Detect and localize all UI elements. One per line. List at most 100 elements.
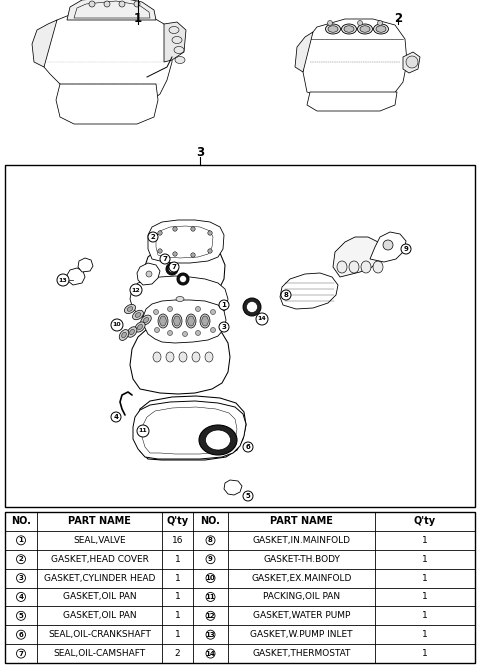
Ellipse shape: [153, 352, 161, 362]
Circle shape: [206, 555, 215, 564]
Text: Q'ty: Q'ty: [414, 516, 436, 526]
Circle shape: [16, 649, 25, 658]
Circle shape: [168, 331, 172, 336]
Polygon shape: [136, 396, 246, 460]
Circle shape: [130, 284, 142, 296]
Text: 12: 12: [206, 613, 216, 619]
Text: 2: 2: [394, 13, 402, 25]
Circle shape: [134, 1, 140, 7]
Circle shape: [169, 262, 179, 272]
Circle shape: [195, 331, 201, 336]
Circle shape: [219, 300, 229, 310]
Bar: [5, 165, 475, 507]
Circle shape: [206, 612, 215, 620]
Text: GASKET,CYLINDER HEAD: GASKET,CYLINDER HEAD: [44, 574, 155, 582]
Circle shape: [158, 249, 162, 253]
Circle shape: [327, 21, 333, 25]
Circle shape: [173, 227, 177, 231]
Polygon shape: [164, 22, 186, 62]
Text: 1: 1: [422, 536, 428, 545]
Ellipse shape: [135, 313, 141, 317]
Ellipse shape: [358, 24, 372, 34]
Circle shape: [281, 290, 291, 300]
Text: 6: 6: [246, 444, 251, 450]
Ellipse shape: [376, 26, 386, 32]
Ellipse shape: [243, 298, 261, 316]
Circle shape: [211, 309, 216, 315]
Text: PACKING,OIL PAN: PACKING,OIL PAN: [263, 592, 340, 602]
Ellipse shape: [160, 316, 166, 326]
Text: GASKET,OIL PAN: GASKET,OIL PAN: [63, 612, 136, 620]
Ellipse shape: [119, 329, 129, 340]
Circle shape: [111, 319, 123, 331]
Polygon shape: [295, 32, 313, 72]
Ellipse shape: [144, 317, 149, 322]
Text: 12: 12: [132, 287, 140, 293]
Text: 1: 1: [422, 555, 428, 564]
Text: 7: 7: [19, 650, 24, 656]
Circle shape: [195, 307, 201, 311]
Text: 3: 3: [196, 145, 204, 159]
Circle shape: [155, 327, 159, 333]
Text: 7: 7: [171, 264, 177, 270]
Circle shape: [208, 231, 212, 235]
Text: Q'ty: Q'ty: [167, 516, 189, 526]
Polygon shape: [370, 232, 406, 262]
Polygon shape: [144, 245, 225, 300]
Text: 13: 13: [205, 632, 216, 638]
Ellipse shape: [137, 324, 143, 329]
Text: GASKET,W.PUMP INLET: GASKET,W.PUMP INLET: [250, 630, 353, 639]
Text: 8: 8: [208, 538, 213, 544]
Text: SEAL,VALVE: SEAL,VALVE: [73, 536, 126, 545]
Text: GASKET,EX.MAINFOLD: GASKET,EX.MAINFOLD: [252, 574, 352, 582]
Text: 11: 11: [205, 594, 216, 600]
Circle shape: [191, 253, 195, 257]
Text: GASKET,HEAD COVER: GASKET,HEAD COVER: [50, 555, 148, 564]
Polygon shape: [403, 52, 420, 73]
Text: GASKET,OIL PAN: GASKET,OIL PAN: [63, 592, 136, 602]
Circle shape: [243, 442, 253, 452]
Circle shape: [243, 491, 253, 501]
Text: 4: 4: [113, 414, 119, 420]
Text: GASKET,THERMOSTAT: GASKET,THERMOSTAT: [252, 649, 351, 658]
Ellipse shape: [383, 240, 393, 250]
Circle shape: [16, 630, 25, 639]
Ellipse shape: [172, 37, 182, 43]
Ellipse shape: [172, 314, 182, 328]
Ellipse shape: [337, 261, 347, 273]
Circle shape: [104, 1, 110, 7]
Text: 1: 1: [19, 538, 24, 544]
Circle shape: [208, 249, 212, 253]
Circle shape: [89, 1, 95, 7]
Polygon shape: [224, 480, 242, 495]
Circle shape: [256, 313, 268, 325]
Text: GASKET,IN.MAINFOLD: GASKET,IN.MAINFOLD: [252, 536, 350, 545]
Polygon shape: [67, 0, 156, 20]
Text: 13: 13: [59, 277, 67, 283]
Polygon shape: [40, 10, 172, 107]
Circle shape: [160, 254, 170, 264]
Ellipse shape: [127, 327, 137, 338]
Text: 1: 1: [175, 574, 180, 582]
Ellipse shape: [373, 24, 388, 34]
Circle shape: [158, 231, 162, 235]
Text: 2: 2: [175, 649, 180, 658]
Circle shape: [406, 56, 418, 68]
Ellipse shape: [202, 316, 208, 326]
Polygon shape: [130, 276, 228, 322]
Text: 1: 1: [134, 13, 142, 25]
Text: 1: 1: [422, 574, 428, 582]
Polygon shape: [280, 273, 338, 309]
Ellipse shape: [361, 261, 371, 273]
Circle shape: [154, 309, 158, 315]
Text: GASKET,WATER PUMP: GASKET,WATER PUMP: [253, 612, 350, 620]
Ellipse shape: [344, 26, 354, 32]
Text: PART NAME: PART NAME: [68, 516, 131, 526]
Text: 1: 1: [422, 649, 428, 658]
Text: 9: 9: [208, 556, 213, 562]
Text: 3: 3: [222, 324, 227, 330]
Ellipse shape: [166, 263, 178, 275]
Circle shape: [206, 574, 215, 582]
Text: GASKET-TH.BODY: GASKET-TH.BODY: [263, 555, 340, 564]
Circle shape: [57, 274, 69, 286]
